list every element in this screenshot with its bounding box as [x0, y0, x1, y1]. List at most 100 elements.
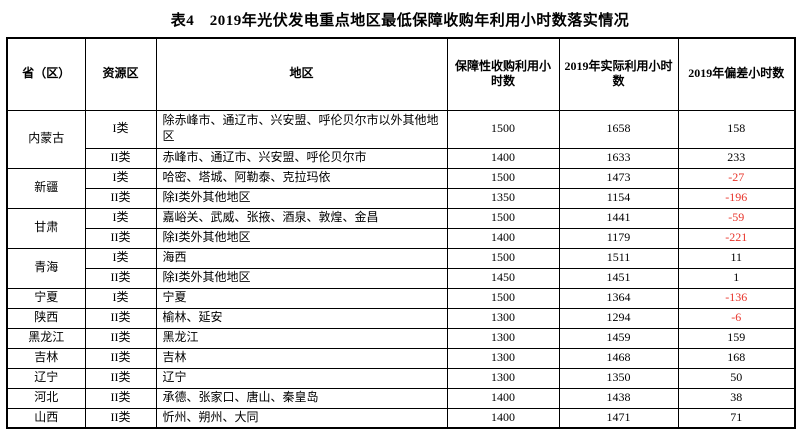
resource-zone-cell: II类	[84, 347, 157, 369]
area-cell: 宁夏	[155, 287, 448, 309]
province-cell: 青海	[6, 247, 86, 289]
table-row: 黑龙江 II类 黑龙江 1300 1459 159	[6, 327, 796, 349]
area-cell: 海西	[155, 247, 448, 269]
resource-zone-cell: II类	[84, 367, 157, 389]
province-cell: 宁夏	[6, 287, 86, 309]
resource-zone-cell: I类	[84, 167, 157, 189]
area-cell: 辽宁	[155, 367, 448, 389]
deviation-hours-cell: 233	[677, 147, 796, 169]
guaranteed-hours-cell: 1400	[446, 407, 560, 429]
table-row: 山西 II类 忻州、朔州、大同 1400 1471 71	[6, 407, 796, 429]
table-title: 表4 2019年光伏发电重点地区最低保障收购年利用小时数落实情况	[170, 13, 630, 29]
area-cell: 除I类外其他地区	[155, 267, 448, 289]
guaranteed-hours-cell: 1500	[446, 109, 560, 149]
resource-zone-cell: II类	[84, 147, 157, 169]
province-cell: 新疆	[6, 167, 86, 209]
deviation-hours-cell: -196	[677, 187, 796, 209]
area-cell: 嘉峪关、武威、张掖、酒泉、敦煌、金昌	[155, 207, 448, 229]
guaranteed-hours-cell: 1300	[446, 367, 560, 389]
area-cell: 除I类外其他地区	[155, 187, 448, 209]
table-row: II类 除I类外其他地区 1400 1179 -221	[7, 227, 796, 249]
resource-zone-cell: I类	[84, 287, 157, 309]
province-cell: 甘肃	[6, 207, 86, 249]
resource-zone-cell: I类	[84, 207, 157, 229]
province-cell: 陕西	[6, 307, 86, 329]
table-row: 陕西 II类 榆林、延安 1300 1294 -6	[6, 307, 796, 329]
area-cell: 除I类外其他地区	[155, 227, 448, 249]
province-cell: 山西	[6, 407, 86, 429]
province-cell: 辽宁	[6, 367, 86, 389]
guaranteed-hours-cell: 1500	[446, 247, 560, 269]
header-row: 省（区） 资源区 地区 保障性收购利用小时数 2019年实际利用小时数 2019…	[6, 37, 796, 111]
guaranteed-hours-cell: 1400	[446, 147, 560, 169]
actual-hours-cell: 1633	[558, 147, 679, 169]
actual-hours-cell: 1179	[558, 227, 679, 249]
actual-hours-cell: 1438	[558, 387, 679, 409]
resource-zone-cell: II类	[84, 307, 157, 329]
actual-hours-cell: 1294	[558, 307, 679, 329]
province-cell: 河北	[6, 387, 86, 409]
resource-zone-cell: II类	[84, 267, 157, 289]
area-cell: 承德、张家口、唐山、秦皇岛	[155, 387, 448, 409]
resource-zone-cell: II类	[84, 387, 157, 409]
table-row: 辽宁 II类 辽宁 1300 1350 50	[6, 367, 796, 389]
header-area: 地区	[155, 37, 448, 111]
table-row: 新疆 I类 哈密、塔城、阿勒泰、克拉玛依 1500 1473 -27	[6, 167, 796, 209]
table-row: 内蒙古 I类 除赤峰市、通辽市、兴安盟、呼伦贝尔市以外其他地区 1500 1658 158	[6, 109, 796, 169]
table-row: 宁夏 I类 宁夏 1500 1364 -136	[6, 287, 796, 309]
resource-zone-cell: II类	[84, 227, 157, 249]
table-row: II类 除I类外其他地区 1450 1451 1	[7, 267, 796, 289]
table-row: 青海 I类 海西 1500 1511 11	[6, 247, 796, 289]
guaranteed-hours-cell: 1450	[446, 267, 560, 289]
deviation-hours-cell: 168	[677, 347, 796, 369]
table-row: 河北 II类 承德、张家口、唐山、秦皇岛 1400 1438 38	[6, 387, 796, 409]
deviation-hours-cell: 38	[677, 387, 796, 409]
deviation-hours-cell: -221	[677, 227, 796, 249]
province-cell: 黑龙江	[6, 327, 86, 349]
header-resource-zone: 资源区	[84, 37, 157, 111]
deviation-hours-cell: -59	[677, 207, 796, 229]
table-row: 吉林 II类 吉林 1300 1468 168	[6, 347, 796, 369]
guaranteed-hours-cell: 1300	[446, 347, 560, 369]
area-cell: 黑龙江	[155, 327, 448, 349]
actual-hours-cell: 1658	[558, 109, 679, 149]
area-cell: 忻州、朔州、大同	[155, 407, 448, 429]
deviation-hours-cell: 11	[677, 247, 796, 269]
table-row: 甘肃 I类 嘉峪关、武威、张掖、酒泉、敦煌、金昌 1500 1441 -59	[6, 207, 796, 249]
deviation-hours-cell: 50	[677, 367, 796, 389]
resource-zone-cell: I类	[84, 109, 157, 149]
guaranteed-hours-cell: 1400	[446, 227, 560, 249]
actual-hours-cell: 1350	[558, 367, 679, 389]
header-actual-hours: 2019年实际利用小时数	[558, 37, 679, 111]
actual-hours-cell: 1154	[558, 187, 679, 209]
actual-hours-cell: 1468	[558, 347, 679, 369]
guaranteed-hours-cell: 1350	[446, 187, 560, 209]
guaranteed-hours-cell: 1300	[446, 307, 560, 329]
actual-hours-cell: 1364	[558, 287, 679, 309]
table-row: II类 赤峰市、通辽市、兴安盟、呼伦贝尔市 1400 1633 233	[7, 147, 796, 169]
table-row: II类 除I类外其他地区 1350 1154 -196	[7, 187, 796, 209]
actual-hours-cell: 1511	[558, 247, 679, 269]
deviation-hours-cell: -136	[677, 287, 796, 309]
deviation-hours-cell: 158	[677, 109, 796, 149]
deviation-hours-cell: -6	[677, 307, 796, 329]
header-guaranteed-hours: 保障性收购利用小时数	[446, 37, 560, 111]
area-cell: 吉林	[155, 347, 448, 369]
utilization-hours-table: 省（区） 资源区 地区 保障性收购利用小时数 2019年实际利用小时数 2019…	[6, 37, 796, 429]
guaranteed-hours-cell: 1400	[446, 387, 560, 409]
guaranteed-hours-cell: 1300	[446, 327, 560, 349]
resource-zone-cell: II类	[84, 407, 157, 429]
deviation-hours-cell: 159	[677, 327, 796, 349]
resource-zone-cell: I类	[84, 247, 157, 269]
province-cell: 吉林	[6, 347, 86, 369]
actual-hours-cell: 1441	[558, 207, 679, 229]
actual-hours-cell: 1459	[558, 327, 679, 349]
area-cell: 哈密、塔城、阿勒泰、克拉玛依	[155, 167, 448, 189]
deviation-hours-cell: -27	[677, 167, 796, 189]
area-cell: 除赤峰市、通辽市、兴安盟、呼伦贝尔市以外其他地区	[155, 109, 448, 149]
resource-zone-cell: II类	[84, 187, 157, 209]
actual-hours-cell: 1451	[558, 267, 679, 289]
guaranteed-hours-cell: 1500	[446, 167, 560, 189]
actual-hours-cell: 1471	[558, 407, 679, 429]
header-deviation-hours: 2019年偏差小时数	[677, 37, 796, 111]
